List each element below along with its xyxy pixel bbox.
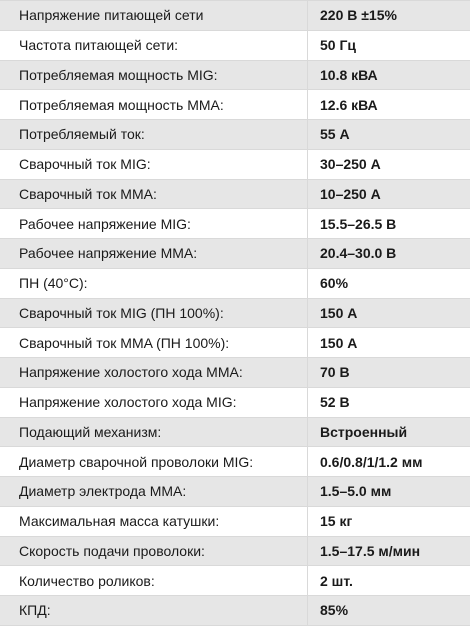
spec-row: Подающий механизм: Встроенный [0,417,470,448]
spec-row: Сварочный ток MIG (ПН 100%): 150 А [0,298,470,329]
spec-param: Потребляемая мощность MIG: [0,60,308,91]
spec-row: Потребляемая мощность MMA: 12.6 кВА [0,89,470,120]
spec-param: Сварочный ток MIG (ПН 100%): [0,298,308,329]
spec-row: Сварочный ток MIG: 30–250 А [0,149,470,180]
spec-row: ПН (40°С): 60% [0,268,470,299]
spec-param: Диаметр сварочной проволоки MIG: [0,446,308,477]
spec-value: 52 В [307,387,470,418]
spec-value: 55 А [307,119,470,150]
spec-row: Рабочее напряжение MMA: 20.4–30.0 В [0,238,470,269]
spec-param: Количество роликов: [0,565,308,596]
spec-value: 70 В [307,357,470,388]
spec-row: Сварочный ток MMA (ПН 100%): 150 А [0,327,470,358]
spec-param: Сварочный ток MIG: [0,149,308,180]
spec-param: КПД: [0,595,308,626]
spec-value: 1.5–5.0 мм [307,476,470,507]
spec-param: Потребляемая мощность MMA: [0,89,308,120]
spec-row: Скорость подачи проволоки: 1.5–17.5 м/ми… [0,536,470,567]
spec-value: 2 шт. [307,565,470,596]
spec-value: 15 кг [307,506,470,537]
spec-row: Потребляемый ток: 55 А [0,119,470,150]
spec-param: Сварочный ток MMA: [0,179,308,210]
spec-value: 30–250 А [307,149,470,180]
spec-row: КПД: 85% [0,595,470,626]
spec-param: Скорость подачи проволоки: [0,536,308,567]
spec-value: 85% [307,595,470,626]
spec-param: Сварочный ток MMA (ПН 100%): [0,327,308,358]
spec-row: Потребляемая мощность MIG: 10.8 кВА [0,60,470,91]
spec-value: 220 В ±15% [307,0,470,31]
spec-param: Напряжение питающей сети [0,0,308,31]
spec-row: Сварочный ток MMA: 10–250 А [0,179,470,210]
spec-value: Встроенный [307,417,470,448]
spec-param: Максимальная масса катушки: [0,506,308,537]
spec-param: Диаметр электрода MMA: [0,476,308,507]
spec-row: Количество роликов: 2 шт. [0,565,470,596]
spec-row: Напряжение холостого хода MIG: 52 В [0,387,470,418]
spec-row: Максимальная масса катушки: 15 кг [0,506,470,537]
spec-value: 50 Гц [307,30,470,61]
spec-row: Напряжение холостого хода MMA: 70 В [0,357,470,388]
spec-value: 10–250 А [307,179,470,210]
spec-value: 150 А [307,298,470,329]
spec-value: 150 А [307,327,470,358]
spec-param: Рабочее напряжение MMA: [0,238,308,269]
spec-row: Рабочее напряжение MIG: 15.5–26.5 В [0,208,470,239]
spec-value: 20.4–30.0 В [307,238,470,269]
spec-value: 1.5–17.5 м/мин [307,536,470,567]
spec-param: Рабочее напряжение MIG: [0,208,308,239]
spec-value: 10.8 кВА [307,60,470,91]
spec-value: 15.5–26.5 В [307,208,470,239]
spec-row: Диаметр сварочной проволоки MIG: 0.6/0.8… [0,446,470,477]
spec-param: Подающий механизм: [0,417,308,448]
spec-param: Частота питающей сети: [0,30,308,61]
spec-param: Потребляемый ток: [0,119,308,150]
spec-param: Напряжение холостого хода MIG: [0,387,308,418]
spec-value: 0.6/0.8/1/1.2 мм [307,446,470,477]
spec-value: 60% [307,268,470,299]
spec-row: Частота питающей сети: 50 Гц [0,30,470,61]
spec-param: ПН (40°С): [0,268,308,299]
spec-row: Диаметр электрода MMA: 1.5–5.0 мм [0,476,470,507]
spec-row: Напряжение питающей сети 220 В ±15% [0,0,470,31]
spec-value: 12.6 кВА [307,89,470,120]
spec-param: Напряжение холостого хода MMA: [0,357,308,388]
